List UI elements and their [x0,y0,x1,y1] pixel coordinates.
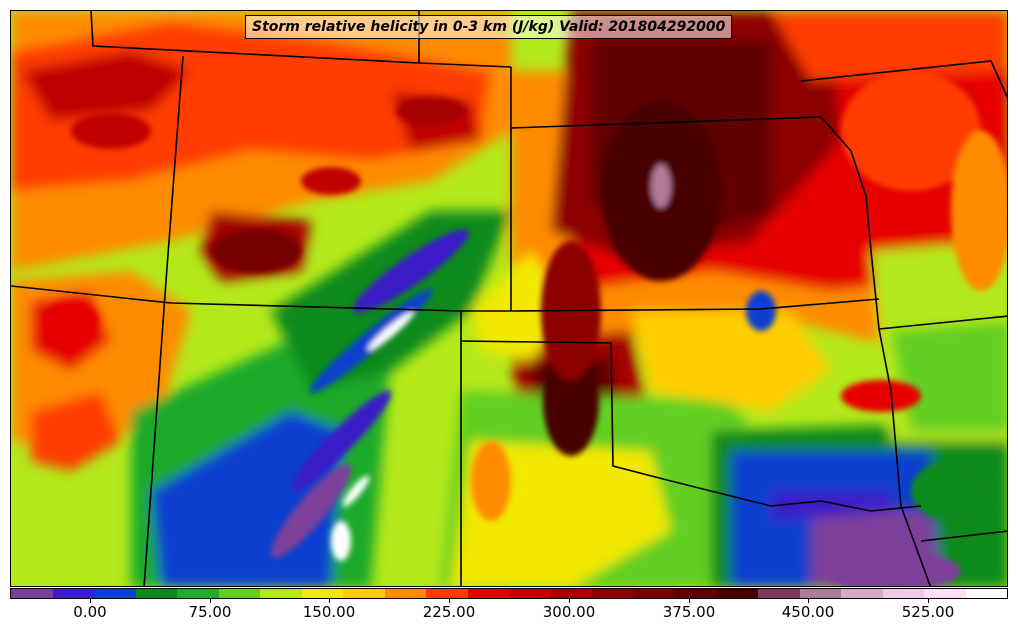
colorbar-tick [569,599,570,603]
colorbar-tick-label: 75.00 [188,603,232,621]
colorbar-tick-label: 375.00 [662,603,716,621]
helicity-map [10,10,1008,587]
colorbar-segment [426,589,468,598]
colorbar-segment [675,589,717,598]
colorbar-segment [509,589,551,598]
field-layer-detail [43,71,1007,586]
colorbar [10,588,1008,599]
colorbar-segment [467,589,509,598]
colorbar-segment [841,589,883,598]
colorbar-tick [689,599,690,603]
colorbar-tick-label: 525.00 [901,603,955,621]
colorbar-segment [758,589,800,598]
colorbar-segment [260,589,302,598]
colorbar-segment [882,589,924,598]
colorbar-segment [94,589,136,598]
colorbar-tick [210,599,211,603]
colorbar-segment [343,589,385,598]
colorbar-tick-label: 0.00 [73,603,107,621]
colorbar-segment [52,589,94,598]
colorbar-tick [329,599,330,603]
colorbar-tick [808,599,809,603]
colorbar-segment [384,589,426,598]
colorbar-segment [218,589,260,598]
colorbar-tick-label: 300.00 [542,603,596,621]
colorbar-tick-label: 450.00 [781,603,835,621]
colorbar-segment [633,589,675,598]
colorbar-segment [301,589,343,598]
colorbar-segment [592,589,634,598]
colorbar-segment [924,589,966,598]
map-title: Storm relative helicity in 0-3 km (J/kg)… [245,15,733,39]
colorbar-segment [135,589,177,598]
colorbar-segment [550,589,592,598]
colorbar-segment [965,589,1007,598]
colorbar-tick [449,599,450,603]
colorbar-segment [799,589,841,598]
colorbar-segment [11,589,53,598]
colorbar-tick [90,599,91,603]
colorbar-segment [177,589,219,598]
colorbar-tick-label: 150.00 [302,603,356,621]
colorbar-tick-label: 225.00 [422,603,476,621]
colorbar-tick [928,599,929,603]
colorbar-segment [716,589,758,598]
